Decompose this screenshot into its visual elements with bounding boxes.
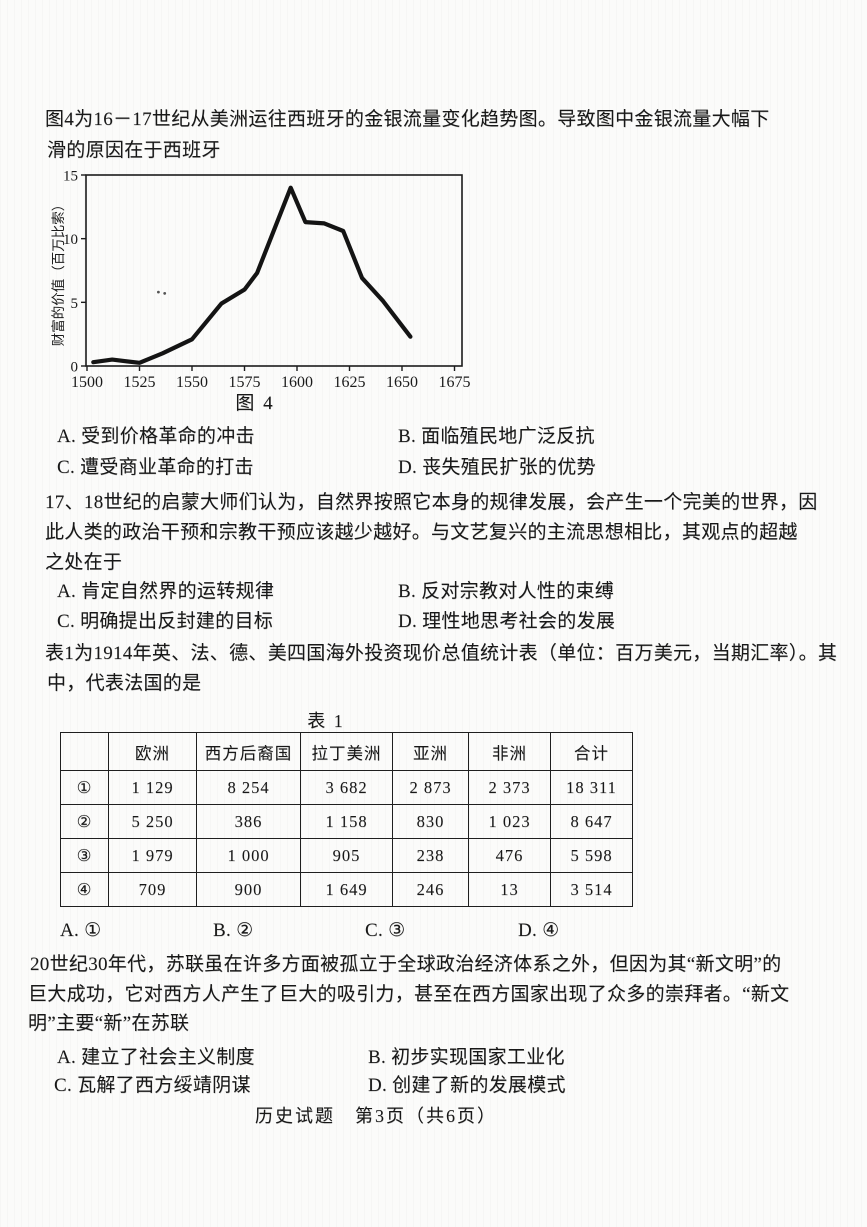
q19-text-line-2: 巨大成功，它对西方人产生了巨大的吸引力，甚至在西方国家出现了众多的崇拜者。“新文 [28, 984, 790, 1005]
svg-text:1625: 1625 [334, 374, 366, 391]
q19-option-c: C. 瓦解了西方绥靖阴谋 [54, 1075, 251, 1096]
cell: 3 682 [300, 770, 393, 805]
svg-text:10: 10 [63, 232, 78, 248]
cell: 8 254 [196, 770, 301, 805]
q18-option-d: D. ④ [518, 920, 560, 941]
svg-text:1600: 1600 [281, 374, 313, 391]
table-row: ④ 709 900 1 649 246 13 3 514 [60, 872, 633, 907]
q17-text-line-3: 之处在于 [45, 552, 123, 573]
cell: 1 158 [300, 804, 393, 839]
q17-option-d: D. 理性地思考社会的发展 [398, 611, 616, 632]
q16-option-b: B. 面临殖民地广泛反抗 [398, 426, 595, 447]
row-label: ③ [60, 838, 109, 873]
row-label: ④ [60, 872, 109, 907]
q17-option-b: B. 反对宗教对人性的束缚 [398, 581, 615, 602]
column-header: 欧洲 [108, 732, 197, 771]
cell: 1 023 [468, 804, 551, 839]
investment-table: 欧洲 西方后裔国 拉丁美洲 亚洲 非洲 合计 ① 1 129 8 254 3 682 2 873 2 … [60, 732, 633, 907]
q18-option-c: C. ③ [365, 920, 406, 941]
cell: 8 647 [550, 804, 633, 839]
q16-option-a: A. 受到价格革命的冲击 [57, 426, 255, 447]
cell: 709 [108, 872, 197, 907]
cell: 386 [196, 804, 301, 839]
q18-text-line-1: 表1为1914年英、法、德、美四国海外投资现价总值统计表（单位：百万美元，当期汇… [45, 643, 838, 664]
q19-option-a: A. 建立了社会主义制度 [57, 1047, 255, 1068]
row-label: ① [60, 770, 109, 805]
cell: 2 873 [392, 770, 469, 805]
column-header: 合计 [550, 732, 633, 771]
q17-option-a: A. 肯定自然界的运转规律 [57, 581, 275, 602]
page-footer: 历史试题 第3页（共6页） [255, 1106, 497, 1126]
q19-text-line-3: 明”主要“新”在苏联 [28, 1013, 190, 1034]
q17-option-c: C. 明确提出反封建的目标 [57, 611, 274, 632]
q16-option-d: D. 丧失殖民扩张的优势 [398, 457, 596, 478]
svg-text:1550: 1550 [176, 374, 208, 391]
q16-text-line-1: 图4为16－17世纪从美洲运往西班牙的金银流量变化趋势图。导致图中金银流量大幅下 [45, 109, 770, 130]
row-label: ② [60, 804, 109, 839]
cell: 905 [300, 838, 393, 873]
column-header [60, 732, 109, 771]
q17-text-line-1: 17、18世纪的启蒙大师们认为，自然界按照它本身的规律发展，会产生一个完美的世界… [45, 492, 818, 513]
svg-text:1500: 1500 [71, 374, 103, 391]
cell: 246 [392, 872, 469, 907]
cell: 18 311 [550, 770, 633, 805]
figure-4: 0 5 10 15 1500 1525 1550 1575 1600 1625 1650 1675 财富… [50, 169, 471, 395]
cell: 2 373 [468, 770, 551, 805]
q16-option-c: C. 遭受商业革命的打击 [57, 457, 254, 478]
cell: 476 [468, 838, 551, 873]
svg-text:1675: 1675 [439, 374, 471, 391]
cell: 13 [468, 872, 551, 907]
table-header-row: 欧洲 西方后裔国 拉丁美洲 亚洲 非洲 合计 [60, 732, 633, 771]
q16-text-line-2: 滑的原因在于西班牙 [47, 140, 221, 161]
figure4-line-chart: 0 5 10 15 1500 1525 1550 1575 1600 1625 1650 1675 财富… [50, 169, 471, 392]
cell: 1 129 [108, 770, 197, 805]
column-header: 西方后裔国 [196, 732, 301, 771]
svg-text:5: 5 [71, 296, 79, 312]
svg-text:0: 0 [71, 360, 79, 376]
cell: 1 979 [108, 838, 197, 873]
cell: 5 598 [550, 838, 633, 873]
cell: 1 649 [300, 872, 393, 907]
svg-text:15: 15 [63, 170, 78, 185]
q19-option-b: B. 初步实现国家工业化 [368, 1047, 565, 1068]
svg-text:1525: 1525 [124, 374, 156, 391]
cell: 1 000 [196, 838, 301, 873]
column-header: 亚洲 [392, 732, 469, 771]
table1-caption: 表 1 [307, 711, 345, 731]
cell: 5 250 [108, 804, 197, 839]
column-header: 非洲 [468, 732, 551, 771]
q17-text-line-2: 此人类的政治干预和宗教干预应该越少越好。与文艺复兴的主流思想相比，其观点的超越 [45, 522, 798, 543]
q18-text-line-2: 中，代表法国的是 [47, 673, 202, 694]
q19-text-line-1: 20世纪30年代，苏联虽在许多方面被孤立于全球政治经济体系之外，但因为其“新文明… [30, 954, 782, 975]
svg-text:1650: 1650 [386, 374, 418, 391]
cell: 238 [392, 838, 469, 873]
figure4-caption: 图 4 [235, 393, 275, 414]
cell: 900 [196, 872, 301, 907]
svg-text:1575: 1575 [229, 374, 261, 391]
svg-text:财富的价值（百万比索）: 财富的价值（百万比索） [51, 198, 66, 347]
column-header: 拉丁美洲 [300, 732, 393, 771]
cell: 830 [392, 804, 469, 839]
q18-option-b: B. ② [213, 920, 254, 941]
q18-option-a: A. ① [60, 920, 102, 941]
q19-option-d: D. 创建了新的发展模式 [368, 1075, 566, 1096]
cell: 3 514 [550, 872, 633, 907]
